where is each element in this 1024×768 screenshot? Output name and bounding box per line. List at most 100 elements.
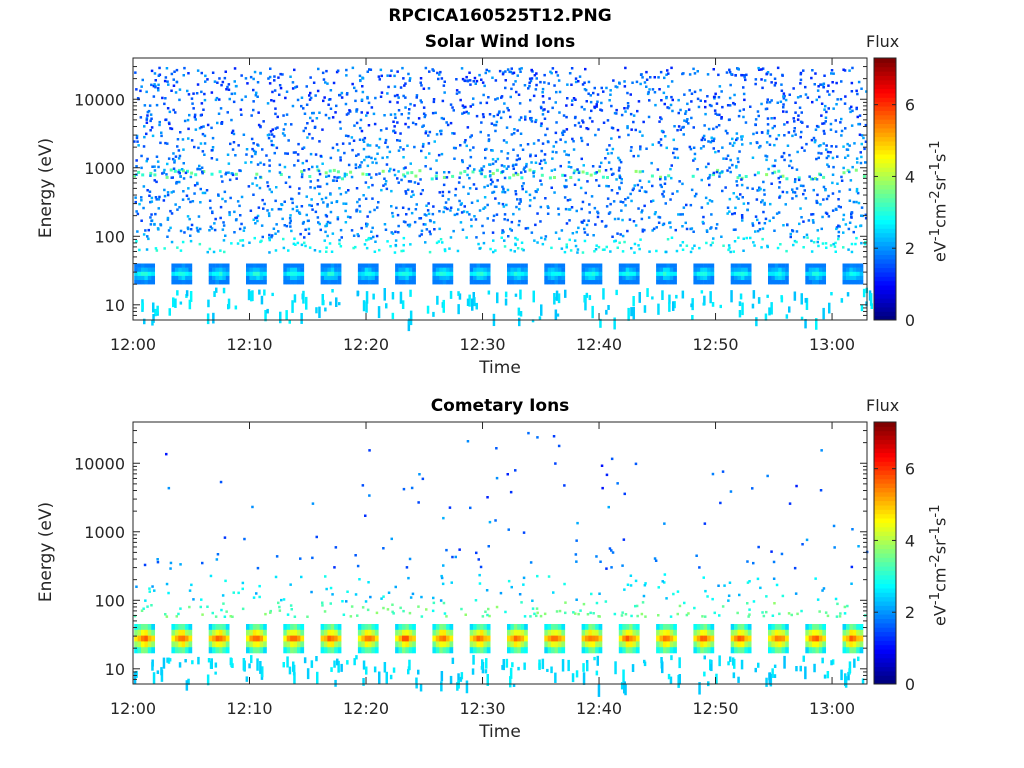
scatter-cell <box>354 163 358 166</box>
sweep-band-cell <box>737 275 742 281</box>
low-energy-cell <box>315 307 318 314</box>
scatter-cell <box>702 145 705 148</box>
low-energy-cell <box>168 308 171 316</box>
scatter-cell <box>687 612 690 615</box>
sweep-band-cell <box>208 635 213 642</box>
scatter-cell <box>741 143 744 146</box>
sweep-band-cell <box>551 275 555 281</box>
scatter-cell <box>834 250 837 253</box>
scatter-cell <box>501 170 504 174</box>
sweep-band-cell <box>815 641 820 648</box>
scatter-cell <box>215 558 219 561</box>
sweep-band-cell <box>669 275 674 281</box>
scatter-cell <box>645 190 648 194</box>
low-energy-cell <box>517 307 521 316</box>
scatter-cell <box>172 167 176 170</box>
scatter-cell <box>140 166 143 170</box>
scatter-cell <box>424 66 428 70</box>
scatter-cell <box>593 86 596 90</box>
scatter-cell <box>203 92 206 96</box>
scatter-cell <box>575 209 578 213</box>
low-energy-cell <box>279 311 282 324</box>
scatter-cell <box>664 176 667 179</box>
sweep-band-cell <box>778 267 782 273</box>
sweep-band-cell <box>171 647 176 654</box>
scatter-cell <box>228 178 232 182</box>
sweep-band-cell <box>663 267 667 273</box>
sweep-band-cell <box>557 641 562 648</box>
scatter-cell <box>315 535 318 539</box>
scatter-cell <box>817 151 820 155</box>
scatter-cell <box>278 609 282 612</box>
scatter-cell <box>225 171 228 175</box>
colorbar-segment <box>874 127 896 133</box>
low-energy-cell <box>860 305 864 312</box>
scatter-cell <box>323 96 326 99</box>
scatter-cell <box>478 573 481 577</box>
scatter-cell <box>802 69 805 72</box>
line-feature-cell <box>548 176 552 180</box>
sweep-band-cell <box>588 647 593 654</box>
line-feature-cell <box>520 176 524 180</box>
line-feature-cell <box>349 170 353 174</box>
scatter-cell <box>653 91 657 94</box>
scatter-cell <box>393 113 397 116</box>
sweep-band-cell <box>785 267 789 273</box>
scatter-cell <box>580 220 583 224</box>
scatter-cell <box>410 486 414 490</box>
scatter-cell <box>134 200 137 204</box>
low-energy-cell <box>561 659 565 672</box>
scatter-cell <box>170 240 174 244</box>
colorbar-segment <box>874 162 896 168</box>
scatter-cell <box>817 85 820 88</box>
sweep-band-cell <box>334 635 338 642</box>
scatter-cell <box>534 154 537 157</box>
line-feature-cell <box>569 176 573 179</box>
scatter-cell <box>623 492 626 496</box>
scatter-cell <box>773 124 776 128</box>
sweep-band-cell <box>669 647 674 654</box>
sweep-band-cell <box>327 271 332 277</box>
scatter-cell <box>164 613 167 616</box>
colorbar-tick-label: 4 <box>905 167 915 186</box>
scatter-cell <box>778 186 781 189</box>
scatter-cell <box>234 218 238 222</box>
scatter-cell <box>740 138 743 141</box>
scatter-cell <box>533 239 536 242</box>
sweep-band-cell <box>774 263 779 268</box>
sweep-band-cell <box>625 271 630 277</box>
scatter-cell <box>626 106 629 110</box>
sweep-band-cell <box>181 647 186 654</box>
scatter-cell <box>222 239 226 242</box>
scatter-cell <box>659 177 662 181</box>
scatter-cell <box>165 173 168 176</box>
low-energy-cell <box>615 289 618 296</box>
scatter-cell <box>174 111 177 114</box>
scatter-cell <box>365 239 368 242</box>
scatter-cell <box>717 73 720 77</box>
sweep-band-cell <box>544 641 549 648</box>
sweep-band-cell <box>544 275 549 281</box>
scatter-cell <box>335 179 338 182</box>
sweep-band-cell <box>469 267 474 273</box>
scatter-cell <box>270 190 273 194</box>
sweep-band-cell <box>405 263 410 268</box>
scatter-cell <box>626 583 630 586</box>
sweep-band-cell <box>591 635 596 642</box>
scatter-cell <box>241 581 245 585</box>
scatter-cell <box>762 188 766 192</box>
scatter-cell <box>484 156 487 160</box>
sweep-band-cell <box>805 647 810 654</box>
scatter-cell <box>443 91 446 94</box>
scatter-cell <box>735 184 739 187</box>
colorbar-segment <box>874 435 896 440</box>
sweep-band-cell <box>249 635 254 642</box>
scatter-cell <box>675 249 679 253</box>
scatter-cell <box>728 104 732 107</box>
scatter-cell <box>453 157 456 160</box>
scatter-cell <box>701 136 705 140</box>
scatter-cell <box>742 237 745 240</box>
scatter-cell <box>359 126 362 130</box>
scatter-cell <box>407 116 410 120</box>
sweep-band-cell <box>188 624 193 631</box>
